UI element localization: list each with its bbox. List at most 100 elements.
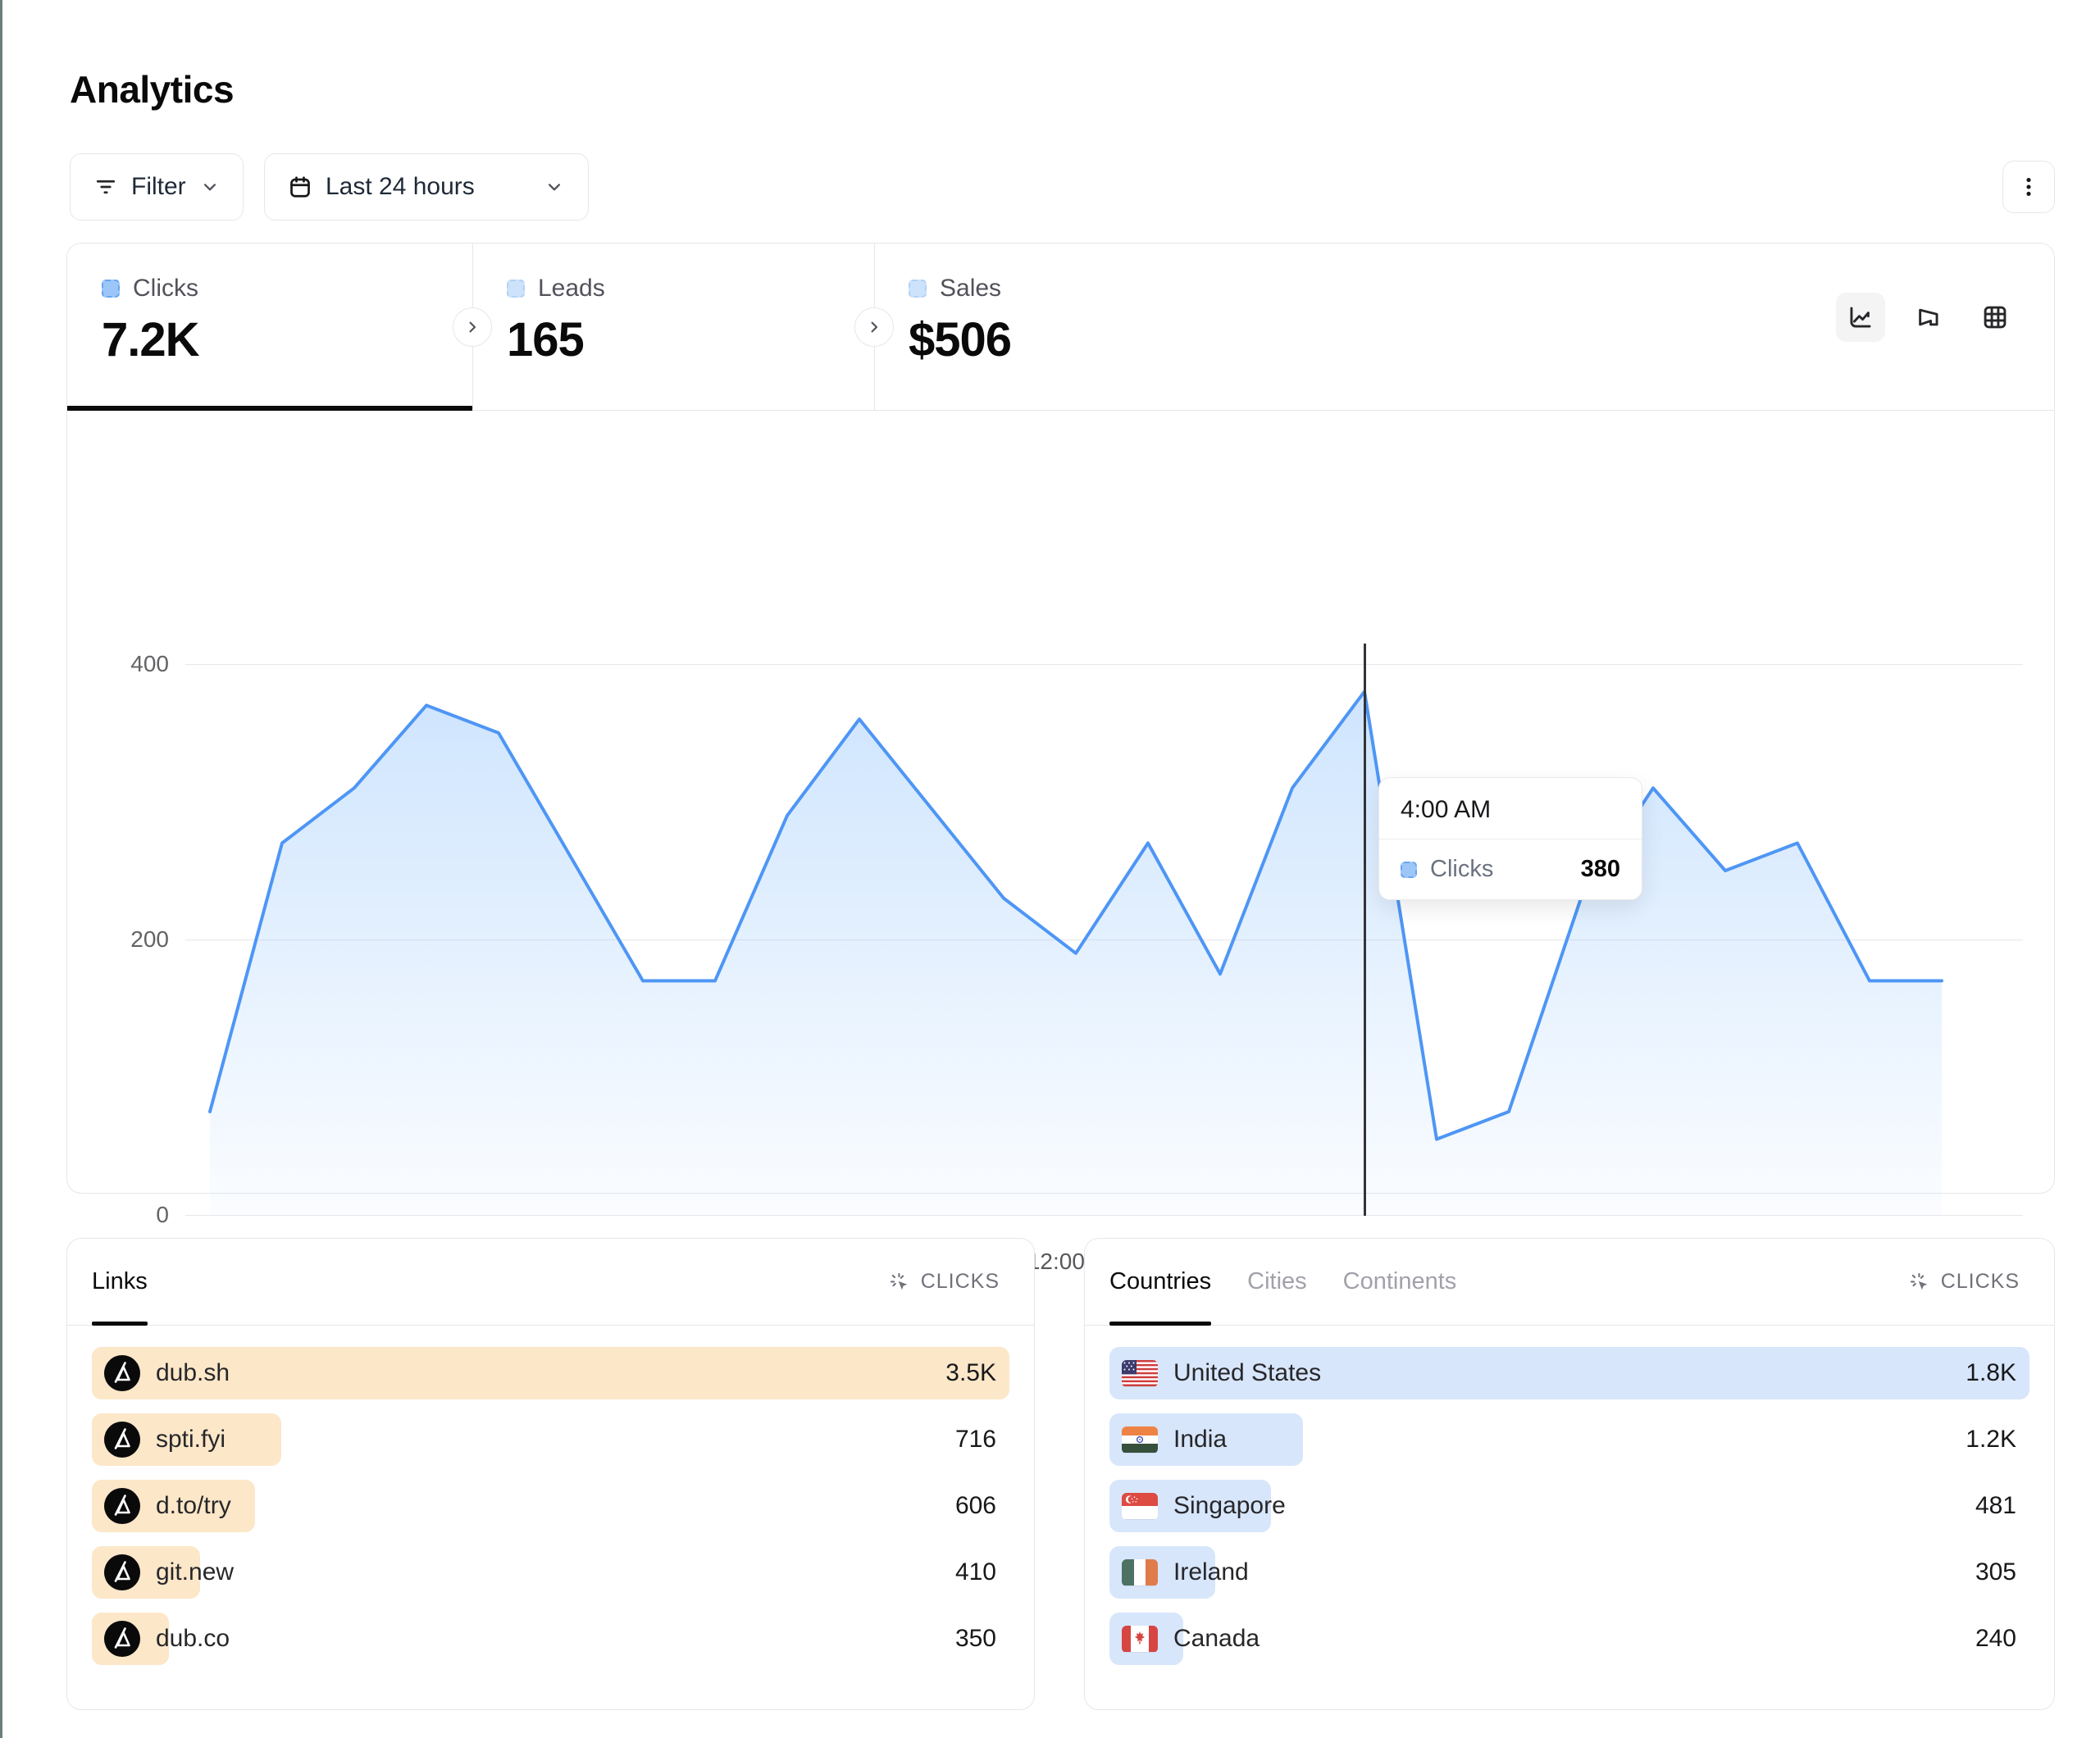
y-axis-tick-label: 400 — [130, 651, 169, 676]
grid-table-icon — [1981, 303, 2009, 331]
metrics-tabs: Clicks 7.2K Leads 165 Sales $506 — [67, 243, 2054, 411]
window-edge — [0, 0, 2, 1738]
tab-links[interactable]: Links — [92, 1239, 148, 1326]
y-axis-tick-label: 0 — [156, 1202, 169, 1227]
metric-value: $506 — [909, 313, 1012, 366]
list-item[interactable]: spti.fyi 716 — [92, 1413, 1009, 1466]
tooltip-series-label: Clicks — [1430, 856, 1494, 882]
ca-flag-icon — [1122, 1625, 1158, 1653]
list-item[interactable]: Canada 240 — [1109, 1613, 2029, 1665]
date-range-button[interactable]: Last 24 hours — [264, 153, 589, 221]
list-item[interactable]: d.to/try 606 — [92, 1480, 1009, 1532]
list-item[interactable]: United States 1.8K — [1109, 1347, 2029, 1399]
analytics-card: Clicks 7.2K Leads 165 Sales $506 — [66, 243, 2055, 1274]
funnel-view-button[interactable] — [1903, 293, 1952, 342]
item-label: dub.sh — [156, 1359, 230, 1386]
filter-lines-icon — [93, 175, 118, 199]
chevron-down-icon — [544, 176, 565, 198]
links-metric-header[interactable]: CLICKS — [888, 1270, 1000, 1294]
calendar-icon — [288, 175, 312, 199]
item-label: d.to/try — [156, 1492, 231, 1519]
tab-leads[interactable]: Leads 165 — [472, 243, 874, 411]
filter-label: Filter — [131, 173, 186, 200]
expand-leads-button[interactable] — [453, 307, 492, 347]
funnel-icon — [1914, 303, 1942, 331]
ie-flag-icon — [1122, 1558, 1158, 1586]
item-value: 716 — [954, 1426, 996, 1453]
cursor-click-icon — [888, 1271, 911, 1294]
list-item[interactable]: dub.co 350 — [92, 1613, 1009, 1665]
item-label: Ireland — [1173, 1558, 1249, 1586]
dub-logo-icon — [104, 1488, 140, 1524]
chevron-down-icon — [199, 176, 221, 198]
item-value: 481 — [1975, 1492, 2016, 1519]
dub-logo-icon — [104, 1355, 140, 1391]
metric-value: 7.2K — [102, 313, 200, 366]
us-flag-icon — [1122, 1359, 1158, 1387]
active-tab-underline — [67, 406, 472, 411]
chart-type-toggle — [1836, 293, 2020, 342]
hover-crosshair — [1364, 644, 1366, 1216]
item-value: 1.8K — [1966, 1359, 2016, 1386]
clicks-area-chart — [208, 689, 1943, 1215]
tab-cities[interactable]: Cities — [1247, 1268, 1307, 1294]
list-item[interactable]: dub.sh 3.5K — [92, 1347, 1009, 1399]
item-bar — [1109, 1347, 2029, 1399]
tab-continents[interactable]: Continents — [1342, 1268, 1457, 1294]
dub-logo-icon — [104, 1554, 140, 1590]
metric-label: Clicks — [133, 275, 198, 302]
metric-label: Sales — [940, 275, 1002, 302]
clicks-series-swatch — [102, 280, 120, 298]
cursor-click-icon — [1908, 1271, 1931, 1294]
item-label: United States — [1173, 1359, 1322, 1386]
table-view-button[interactable] — [1970, 293, 2020, 342]
item-label: India — [1173, 1426, 1228, 1453]
item-value: 606 — [954, 1492, 996, 1519]
tab-countries[interactable]: Countries — [1109, 1239, 1212, 1326]
y-gridline — [185, 664, 2023, 665]
item-value: 305 — [1975, 1558, 2016, 1586]
item-label: Singapore — [1173, 1492, 1286, 1519]
item-value: 3.5K — [945, 1359, 996, 1386]
item-value: 410 — [954, 1558, 996, 1586]
line-chart-view-button[interactable] — [1836, 293, 1885, 342]
dub-logo-icon — [104, 1422, 140, 1458]
page-title: Analytics — [70, 68, 235, 111]
leads-series-swatch — [507, 280, 525, 298]
tooltip-time: 4:00 AM — [1379, 778, 1642, 839]
chart-tooltip: 4:00 AM Clicks 380 — [1378, 777, 1642, 900]
line-chart-icon — [1847, 303, 1875, 331]
countries-card-header: Countries Cities Continents CLICKS — [1085, 1239, 2054, 1326]
kebab-menu-icon — [2016, 175, 2041, 199]
item-value: 1.2K — [1966, 1426, 2016, 1453]
tab-clicks[interactable]: Clicks 7.2K — [67, 243, 472, 411]
metric-header-label: CLICKS — [920, 1270, 1000, 1293]
dub-logo-icon — [104, 1621, 140, 1657]
y-gridline — [185, 1215, 2023, 1216]
tooltip-series-swatch — [1401, 861, 1417, 878]
metric-header-label: CLICKS — [1940, 1270, 2020, 1293]
list-item[interactable]: Ireland 305 — [1109, 1546, 2029, 1599]
metric-value: 165 — [507, 313, 585, 366]
item-label: git.new — [156, 1558, 235, 1586]
links-card-header: Links CLICKS — [67, 1239, 1034, 1326]
list-item[interactable]: India 1.2K — [1109, 1413, 2029, 1466]
item-label: Canada — [1173, 1625, 1260, 1652]
in-flag-icon — [1122, 1426, 1158, 1454]
expand-sales-button[interactable] — [854, 307, 894, 347]
y-axis-tick-label: 200 — [130, 926, 169, 952]
links-card: Links CLICKS dub.sh 3.5K spti.fyi 716 d.to/t… — [66, 1238, 1035, 1710]
list-item[interactable]: Singapore 481 — [1109, 1480, 2029, 1532]
tab-sales[interactable]: Sales $506 — [874, 243, 1276, 411]
item-label: spti.fyi — [156, 1426, 226, 1453]
filter-button[interactable]: Filter — [70, 153, 244, 221]
list-item[interactable]: git.new 410 — [92, 1546, 1009, 1599]
countries-card: Countries Cities Continents CLICKS Unite… — [1084, 1238, 2055, 1710]
tooltip-value: 380 — [1580, 856, 1620, 882]
metric-label: Leads — [538, 275, 605, 302]
more-options-button[interactable] — [2002, 161, 2055, 213]
clicks-line — [208, 689, 1943, 1141]
countries-metric-header[interactable]: CLICKS — [1908, 1270, 2020, 1294]
